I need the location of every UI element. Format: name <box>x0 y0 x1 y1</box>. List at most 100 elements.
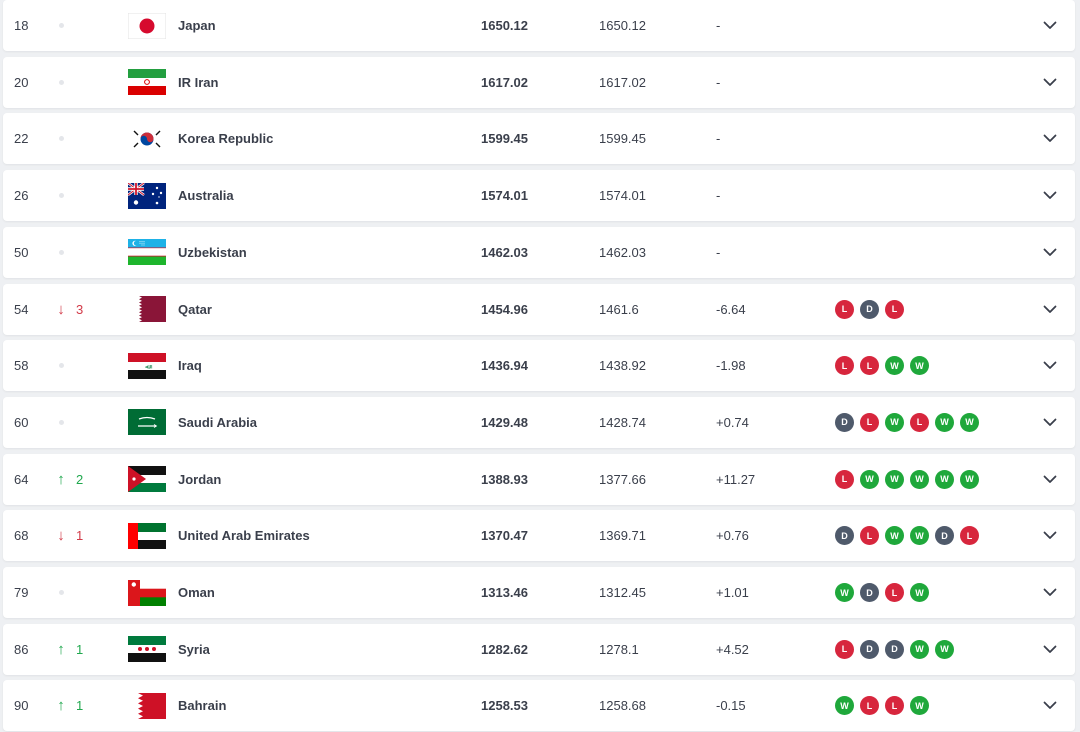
expand-row-button[interactable] <box>1035 510 1065 561</box>
rank: 20 <box>14 74 29 90</box>
expand-row-button[interactable] <box>1035 454 1065 505</box>
previous-points: 1462.03 <box>599 244 646 260</box>
table-row[interactable]: 22 Korea Republic 1599.45 1599.45 - <box>3 113 1075 165</box>
form-badge-loss: L <box>835 639 854 659</box>
rank-movement <box>53 227 113 278</box>
team-name[interactable]: Japan <box>178 18 216 33</box>
table-row[interactable]: 68 ↓ 1 United Arab Emirates 1370.47 1369… <box>3 510 1075 562</box>
rank: 79 <box>14 585 29 600</box>
points-difference: - <box>716 18 721 33</box>
expand-row-button[interactable] <box>1035 170 1065 221</box>
total-points: 1650.12 <box>481 18 528 33</box>
form-badge-loss: L <box>835 299 854 319</box>
form-badge-win: W <box>935 412 954 432</box>
expand-row-button[interactable] <box>1035 227 1065 278</box>
team-name[interactable]: Iraq <box>178 358 202 374</box>
form-badge-win: W <box>835 583 854 602</box>
total-points: 1313.46 <box>481 585 528 600</box>
recent-form <box>835 170 1015 221</box>
team-name[interactable]: Australia <box>178 188 234 204</box>
team-name[interactable]: Qatar <box>178 301 212 317</box>
expand-row-button[interactable] <box>1035 397 1065 448</box>
table-row[interactable]: 20 IR Iran 1617.02 1617.02 - <box>3 56 1075 108</box>
chevron-down-icon <box>1043 475 1057 483</box>
form-badge-loss: L <box>835 356 854 376</box>
previous-points: 1574.01 <box>599 188 646 204</box>
flag-korea-icon <box>127 113 167 164</box>
team-name[interactable]: Syria <box>178 641 210 657</box>
previous-points: 1461.6 <box>599 301 639 317</box>
team-name[interactable]: Korea Republic <box>178 131 274 147</box>
rank-movement: ↓ 1 <box>53 510 113 561</box>
flag-oman-icon <box>127 567 167 618</box>
form-badge-loss: L <box>860 696 879 716</box>
flag-syria-icon <box>127 624 167 675</box>
team-name[interactable]: IR Iran <box>178 74 219 90</box>
expand-row-button[interactable] <box>1035 284 1065 335</box>
no-change-dot <box>59 419 64 425</box>
previous-points: 1599.45 <box>599 131 646 147</box>
team-name[interactable]: Saudi Arabia <box>178 414 257 430</box>
form-badge-loss: L <box>860 412 879 432</box>
team-name[interactable]: Bahrain <box>178 698 227 714</box>
team-name[interactable]: Uzbekistan <box>178 244 247 260</box>
arrow-down-icon: ↓ <box>57 527 65 545</box>
table-row[interactable]: 26 Australia 1574.01 1574.01 - <box>3 170 1075 222</box>
points-difference: - <box>716 131 721 147</box>
points-difference: +1.01 <box>716 585 749 600</box>
total-points: 1599.45 <box>481 131 528 147</box>
no-change-dot <box>59 79 64 85</box>
previous-points: 1312.45 <box>599 585 646 600</box>
team-name[interactable]: Jordan <box>178 471 222 487</box>
points-difference: +0.74 <box>716 414 749 430</box>
rank-movement <box>53 170 113 221</box>
points-difference: -1.98 <box>716 358 746 374</box>
recent-form <box>835 227 1015 278</box>
expand-row-button[interactable] <box>1035 567 1065 618</box>
table-row[interactable]: 18 Japan 1650.12 1650.12 - <box>3 0 1075 51</box>
expand-row-button[interactable] <box>1035 680 1065 731</box>
total-points: 1574.01 <box>481 188 528 204</box>
expand-row-button[interactable] <box>1035 0 1065 51</box>
points-difference: - <box>716 244 721 260</box>
previous-points: 1369.71 <box>599 528 646 544</box>
form-badge-draw: D <box>935 526 954 546</box>
team-name[interactable]: Oman <box>178 585 215 600</box>
svg-text:ﷲ: ﷲ <box>145 363 152 370</box>
total-points: 1617.02 <box>481 74 528 90</box>
rank-change-value: 1 <box>76 528 84 544</box>
table-row[interactable]: 50 Uzbekistan 1462.03 1462.03 - <box>3 226 1075 278</box>
rank: 22 <box>14 131 29 147</box>
expand-row-button[interactable] <box>1035 113 1065 164</box>
team-name[interactable]: United Arab Emirates <box>178 528 310 544</box>
points-difference: -0.15 <box>716 698 746 714</box>
expand-row-button[interactable] <box>1035 340 1065 391</box>
no-change-dot <box>59 249 64 255</box>
chevron-down-icon <box>1043 531 1057 540</box>
rank-change-value: 2 <box>76 471 84 487</box>
previous-points: 1377.66 <box>599 471 646 487</box>
expand-row-button[interactable] <box>1035 624 1065 675</box>
rank-movement <box>53 57 113 108</box>
chevron-down-icon <box>1043 191 1057 199</box>
rank: 54 <box>14 301 29 317</box>
form-badge-win: W <box>835 696 854 716</box>
rank-change-value: 3 <box>76 301 84 317</box>
rank-movement: ↑ 2 <box>53 454 113 505</box>
form-badge-win: W <box>935 469 954 489</box>
rank-change-value: 1 <box>76 641 84 657</box>
expand-row-button[interactable] <box>1035 57 1065 108</box>
arrow-up-icon: ↑ <box>57 640 65 658</box>
flag-jordan-icon <box>127 454 167 505</box>
